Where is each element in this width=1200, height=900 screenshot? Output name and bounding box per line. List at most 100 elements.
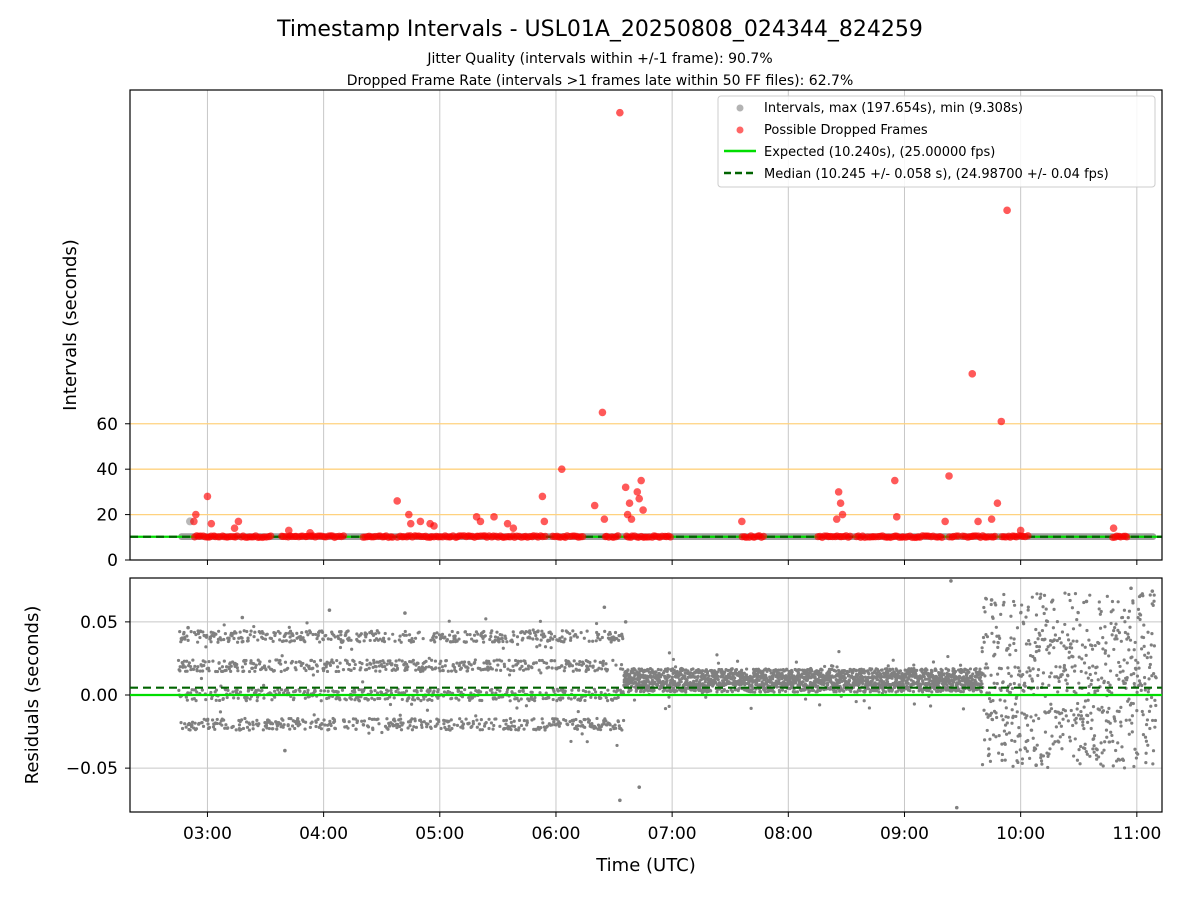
residual-point xyxy=(1026,605,1030,609)
residual-point xyxy=(320,630,325,635)
residual-point xyxy=(659,668,663,672)
residual-point xyxy=(301,636,305,640)
residual-point xyxy=(555,717,559,721)
residual-point xyxy=(1063,668,1068,672)
residual-point xyxy=(1146,743,1150,747)
residual-point xyxy=(1103,649,1108,653)
dropped-frame-point xyxy=(406,519,415,528)
residual-point xyxy=(399,717,403,721)
residual-point xyxy=(1147,709,1152,714)
residual-point xyxy=(1046,754,1050,759)
residual-point xyxy=(420,725,424,730)
residual-point xyxy=(288,635,292,639)
residual-point xyxy=(1091,664,1095,668)
residual-point xyxy=(332,719,337,724)
residual-point xyxy=(1034,763,1038,767)
residual-point xyxy=(998,636,1002,640)
residual-point xyxy=(425,725,429,729)
residual-point xyxy=(866,687,871,691)
residual-point xyxy=(1097,607,1101,611)
residual-point xyxy=(994,603,998,607)
residual-point xyxy=(463,630,468,634)
residual-point xyxy=(954,805,959,810)
residual-point xyxy=(216,640,220,644)
residual-point xyxy=(979,679,983,683)
residual-point xyxy=(403,629,407,634)
residual-point xyxy=(691,667,695,671)
residual-point xyxy=(1022,712,1026,716)
residual-point xyxy=(735,659,740,663)
dropped-frame-point xyxy=(503,519,512,528)
residual-point xyxy=(226,688,230,693)
residual-point xyxy=(861,681,865,686)
residual-point xyxy=(1048,709,1052,713)
residual-point xyxy=(320,722,324,726)
residual-point xyxy=(772,672,776,676)
residual-point xyxy=(521,668,526,672)
residual-point xyxy=(186,691,190,695)
residual-point xyxy=(849,689,853,693)
residual-point xyxy=(1111,739,1115,743)
residual-point xyxy=(398,724,402,729)
dropped-frame-point xyxy=(339,532,348,540)
residual-point xyxy=(637,785,642,789)
residual-point xyxy=(279,669,283,674)
residual-point xyxy=(995,682,999,686)
residual-point xyxy=(582,636,586,640)
residual-point xyxy=(992,640,996,644)
residual-point xyxy=(232,696,236,700)
residual-point xyxy=(526,667,530,671)
residual-point xyxy=(715,690,719,694)
residual-point xyxy=(1142,623,1146,627)
residual-point xyxy=(339,629,343,634)
residual-point xyxy=(1097,600,1101,604)
residual-point xyxy=(511,664,515,668)
residual-point xyxy=(1136,607,1141,611)
residual-point xyxy=(662,682,666,686)
residual-point xyxy=(359,666,363,670)
residual-point xyxy=(1082,705,1086,709)
residual-point xyxy=(998,698,1002,702)
residual-point xyxy=(353,690,357,694)
residual-point xyxy=(570,688,574,692)
residual-point xyxy=(540,658,544,663)
residual-point xyxy=(1143,653,1147,657)
residual-point xyxy=(1007,731,1011,735)
residual-point xyxy=(1148,726,1152,731)
residual-point xyxy=(319,727,324,731)
residuals-reference-lines xyxy=(130,686,1162,697)
residual-point xyxy=(1030,595,1034,599)
residual-point xyxy=(520,664,524,668)
residual-point xyxy=(373,689,377,693)
residual-point xyxy=(1017,726,1021,730)
residuals-x-axis: 03:00 04:00 05:00 06:00 07:00 08:00 09:00 10:00… xyxy=(183,812,1161,844)
residual-point xyxy=(1054,715,1058,719)
residual-point xyxy=(679,680,683,684)
residual-point xyxy=(338,698,342,702)
residual-point xyxy=(248,633,252,637)
residual-point xyxy=(235,662,239,667)
residual-point xyxy=(867,706,872,710)
residual-point xyxy=(528,636,532,640)
residual-point xyxy=(834,690,838,694)
residual-point xyxy=(1084,671,1088,675)
residual-point xyxy=(597,666,601,670)
residual-point xyxy=(1044,711,1048,715)
dropped-frame-point xyxy=(190,517,198,526)
residual-point xyxy=(483,634,487,638)
residual-point xyxy=(322,689,327,693)
residual-point xyxy=(462,660,467,664)
dropped-frame-point xyxy=(284,526,293,535)
x-tick-label: 11:00 xyxy=(1112,824,1161,844)
residual-point xyxy=(1001,718,1005,722)
residual-point xyxy=(1021,673,1025,677)
residual-point xyxy=(870,667,874,671)
residual-point xyxy=(1139,688,1143,692)
residual-point xyxy=(1048,643,1052,647)
residual-point xyxy=(186,625,190,630)
residual-point xyxy=(985,691,989,695)
residual-point xyxy=(322,667,326,671)
residual-point xyxy=(300,630,304,635)
dropped-frame-point xyxy=(430,522,438,530)
